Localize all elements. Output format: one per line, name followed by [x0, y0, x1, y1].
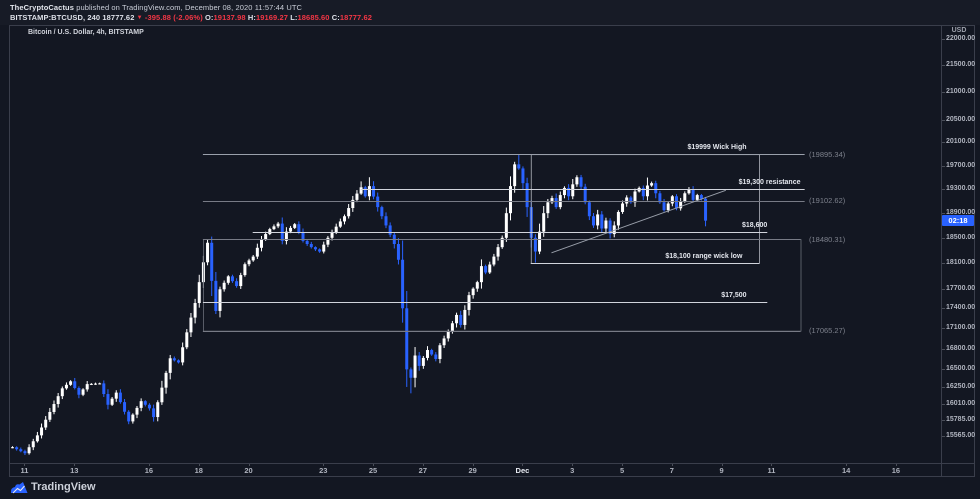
time-axis-day-label: 25 [368, 465, 378, 475]
price-axis-tick: 19700.00 [946, 161, 976, 169]
high-label: H: [247, 13, 256, 22]
drawing-price-label: (18480.31) [809, 234, 846, 244]
time-axis-day-label: 7 [669, 465, 674, 475]
price-axis-tick: 20100.00 [946, 138, 976, 146]
symbol-name: BITSTAMP:BTCUSD, 240 [10, 13, 101, 22]
symbol-status-line: BITSTAMP:BTCUSD, 240 18777.62 ▼ -395.88 … [10, 13, 372, 22]
time-axis-separator [9, 463, 975, 464]
time-axis-day-label: 5 [619, 465, 625, 475]
time-axis-day-label: 16 [144, 465, 154, 475]
price-axis-tick: 19300.00 [946, 185, 976, 193]
tradingview-brand-link[interactable]: TradingView [31, 481, 96, 493]
price-axis-tick: 17700.00 [946, 284, 976, 292]
time-axis-day-label: 14 [841, 465, 851, 475]
publish-banner: TheCryptoCactus published on TradingView… [0, 0, 980, 25]
chart-legend-title[interactable]: Bitcoin / U.S. Dollar, 4h, BITSTAMP [28, 29, 144, 36]
publish-info-line: TheCryptoCactus published on TradingView… [10, 3, 302, 12]
time-axis-day-label: 20 [244, 465, 253, 475]
close-value: 18777.62 [339, 13, 372, 22]
time-axis-day-label: 9 [719, 465, 724, 475]
price-axis-separator [941, 25, 942, 477]
drawing-text-label: $19999 Wick High [687, 144, 747, 152]
price-axis-tick: 21500.00 [946, 60, 976, 68]
price-axis-tick: 15565.00 [946, 432, 976, 440]
price-axis-tick: 16500.00 [946, 365, 976, 373]
price-change: -395.88 (-2.06%) [144, 13, 203, 22]
drawing-price-label: (17065.27) [809, 326, 846, 336]
bar-countdown-badge: 02:18 [942, 215, 974, 227]
time-axis-day-label: 11 [767, 465, 776, 475]
down-arrow-icon: ▼ [136, 15, 143, 21]
drawing-text-label: $19,300 resistance [738, 179, 801, 187]
price-axis-tick: 21000.00 [946, 88, 976, 95]
time-axis-day-label: 3 [570, 465, 575, 475]
tradingview-logo-icon[interactable] [10, 481, 28, 495]
price-axis-tick: 22000.00 [946, 34, 976, 42]
low-value: 18685.60 [297, 13, 330, 22]
price-axis-currency: USD [951, 27, 967, 34]
high-value: 19169.27 [255, 13, 289, 22]
time-axis-day-label: 29 [468, 465, 477, 475]
time-axis-day-label: 11 [20, 465, 29, 475]
drawing-text-label: $17,500 [721, 291, 747, 299]
time-axis-month-label: Dec [515, 465, 530, 475]
time-axis-day-label: 13 [70, 465, 79, 475]
close-label: C: [331, 13, 340, 22]
price-axis-tick: 17100.00 [946, 324, 976, 332]
open-value: 19137.98 [213, 13, 246, 22]
time-axis-day-label: 18 [194, 465, 203, 475]
price-axis-tick: 18500.00 [946, 233, 976, 241]
drawing-text-label: $18,100 range wick low [665, 252, 743, 260]
price-axis-tick: 15785.00 [946, 416, 976, 424]
footer-bar: TradingView [0, 477, 980, 499]
price-axis-tick: 16010.00 [946, 400, 976, 408]
last-price: 18777.62 [102, 13, 135, 22]
price-axis-tick: 16250.00 [946, 382, 976, 390]
time-axis-day-label: 23 [319, 465, 328, 475]
chart-pane-frame [9, 25, 975, 477]
author-link[interactable]: TheCryptoCactus [10, 3, 75, 12]
drawing-text-label: $18,600 [741, 221, 768, 229]
publish-timestamp: published on TradingView.com, December 0… [74, 3, 303, 12]
price-axis-tick: 16800.00 [946, 344, 976, 352]
price-axis-tick: 18900.00 [946, 209, 976, 217]
time-axis-day-label: 27 [418, 465, 428, 475]
drawing-price-label: (19102.62) [809, 196, 846, 206]
price-axis-tick: 20500.00 [946, 115, 976, 123]
open-label: O: [204, 13, 214, 22]
price-axis-tick: 18100.00 [946, 258, 976, 266]
drawing-price-label: (19895.34) [809, 149, 846, 159]
low-label: L: [290, 13, 298, 22]
time-axis-day-label: 16 [891, 465, 901, 475]
price-axis-tick: 17400.00 [946, 304, 976, 312]
